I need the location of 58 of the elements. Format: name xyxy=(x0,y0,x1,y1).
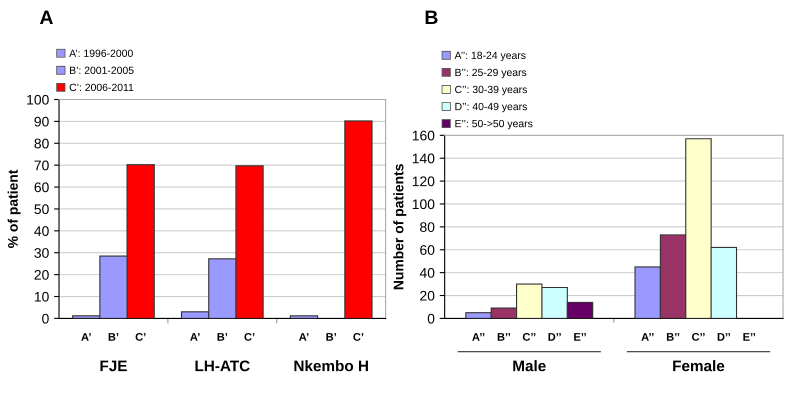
legend-label: B’’: 25-29 years xyxy=(455,68,526,78)
y-axis-title: % of patient xyxy=(8,170,21,248)
legend-label: C’: 2006-2011 xyxy=(70,84,134,92)
text: B’’ xyxy=(498,333,510,341)
legend-label: A’’: 18-24 years xyxy=(454,52,526,62)
y-tick-label: 90 xyxy=(34,116,49,127)
chart-title: B xyxy=(426,10,438,24)
text: E’’ xyxy=(743,333,756,341)
y-tick-label: 20 xyxy=(34,270,49,280)
y-tick-label: 120 xyxy=(412,176,434,186)
legend-label: D’’: 40-49 years xyxy=(455,102,527,112)
text: C’’ xyxy=(522,332,536,341)
x-tick-label: Male xyxy=(513,360,546,372)
text: C’ xyxy=(353,332,364,341)
y-tick-label: 160 xyxy=(412,130,434,140)
y-tick-label: 40 xyxy=(34,226,49,236)
text: A’’ xyxy=(472,333,484,341)
y-tick-label: 60 xyxy=(34,182,49,192)
text: A’ xyxy=(81,333,91,341)
y-tick-label: 40 xyxy=(420,268,434,278)
text: B’’ xyxy=(666,333,680,341)
legend-label: E’’: 50->50 years xyxy=(455,120,532,130)
legend-label: B’: 2001-2005 xyxy=(70,66,134,74)
y-tick-label: 100 xyxy=(412,199,434,210)
text: A’ xyxy=(299,333,308,341)
text: C’’ xyxy=(692,332,705,341)
y-tick-label: 0 xyxy=(428,314,434,324)
text: C’ xyxy=(244,332,254,341)
y-axis-title: Number of patients xyxy=(393,164,406,290)
text: A’’ xyxy=(641,333,654,341)
text: D’’ xyxy=(718,333,730,341)
y-tick-label: 80 xyxy=(34,138,49,148)
legend-label: C’’: 30-39 years xyxy=(455,86,527,96)
text: B’ xyxy=(108,333,118,341)
text: E’’ xyxy=(574,333,586,341)
text: B’ xyxy=(326,333,336,341)
bar xyxy=(290,315,318,318)
x-tick-label: FJE xyxy=(100,360,127,372)
legend-label: A’: 1996-2000 xyxy=(69,50,133,57)
x-tick-label: LH-ATC xyxy=(195,360,250,372)
y-tick-label: 20 xyxy=(420,290,434,301)
text: B’ xyxy=(218,333,228,341)
x-tick-label: Nkembo H xyxy=(294,360,368,372)
text: C’ xyxy=(136,332,146,341)
text: D’’ xyxy=(548,333,561,341)
chart-title: A xyxy=(40,10,53,24)
y-tick-label: 30 xyxy=(34,248,49,258)
y-tick-label: 50 xyxy=(34,204,49,214)
x-tick-label: Female xyxy=(673,360,724,372)
y-tick-label: 140 xyxy=(412,154,434,164)
y-tick-label: 70 xyxy=(34,160,49,170)
y-tick-label: 0 xyxy=(42,314,49,324)
bar xyxy=(344,120,373,318)
y-tick-label: 60 xyxy=(420,245,434,255)
y-tick-label: 80 xyxy=(420,222,434,232)
y-tick-label: 10 xyxy=(34,292,49,302)
text: A’ xyxy=(190,333,200,341)
y-tick-label: 100 xyxy=(27,94,49,105)
